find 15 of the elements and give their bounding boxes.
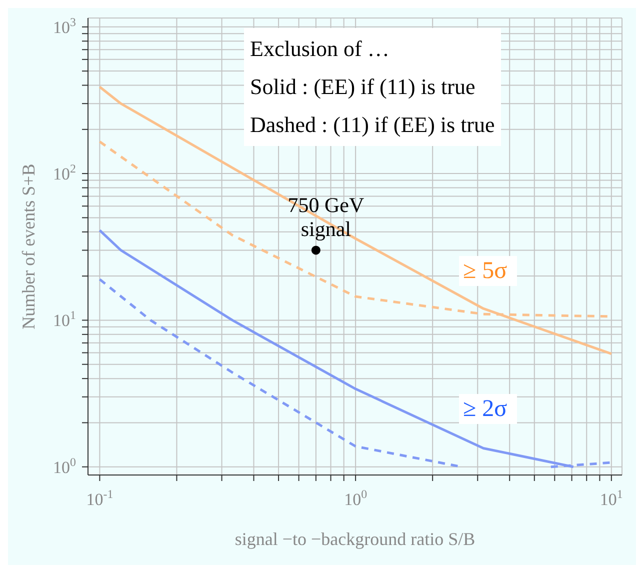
annotation: Exclusion of … bbox=[250, 35, 390, 63]
annotation: Dashed : (11) if (EE) is true bbox=[250, 111, 495, 139]
x-axis-title: signal −to −background ratio S/B bbox=[234, 529, 476, 549]
y-tick-label: 10$^{0}$ bbox=[53, 454, 76, 477]
annotation: ≥ 2σ bbox=[463, 396, 508, 422]
x-tick-label: 10$^{1}$ bbox=[600, 487, 623, 509]
y-axis-title: Number of events S+B bbox=[18, 164, 38, 330]
annotation: Solid : (EE) if (11) is true bbox=[250, 73, 476, 101]
x-tick-label: 10$^{-1}$ bbox=[86, 487, 114, 509]
annotation: ≥ 5σ bbox=[463, 258, 508, 284]
x-tick-label: 10$^{0}$ bbox=[344, 487, 368, 509]
y-tick-label: 10$^{3}$ bbox=[53, 14, 76, 37]
y-tick-label: 10$^{2}$ bbox=[53, 162, 76, 184]
annotation: 750 GeV signal bbox=[288, 193, 364, 242]
y-tick-label: 10$^{1}$ bbox=[53, 308, 76, 330]
